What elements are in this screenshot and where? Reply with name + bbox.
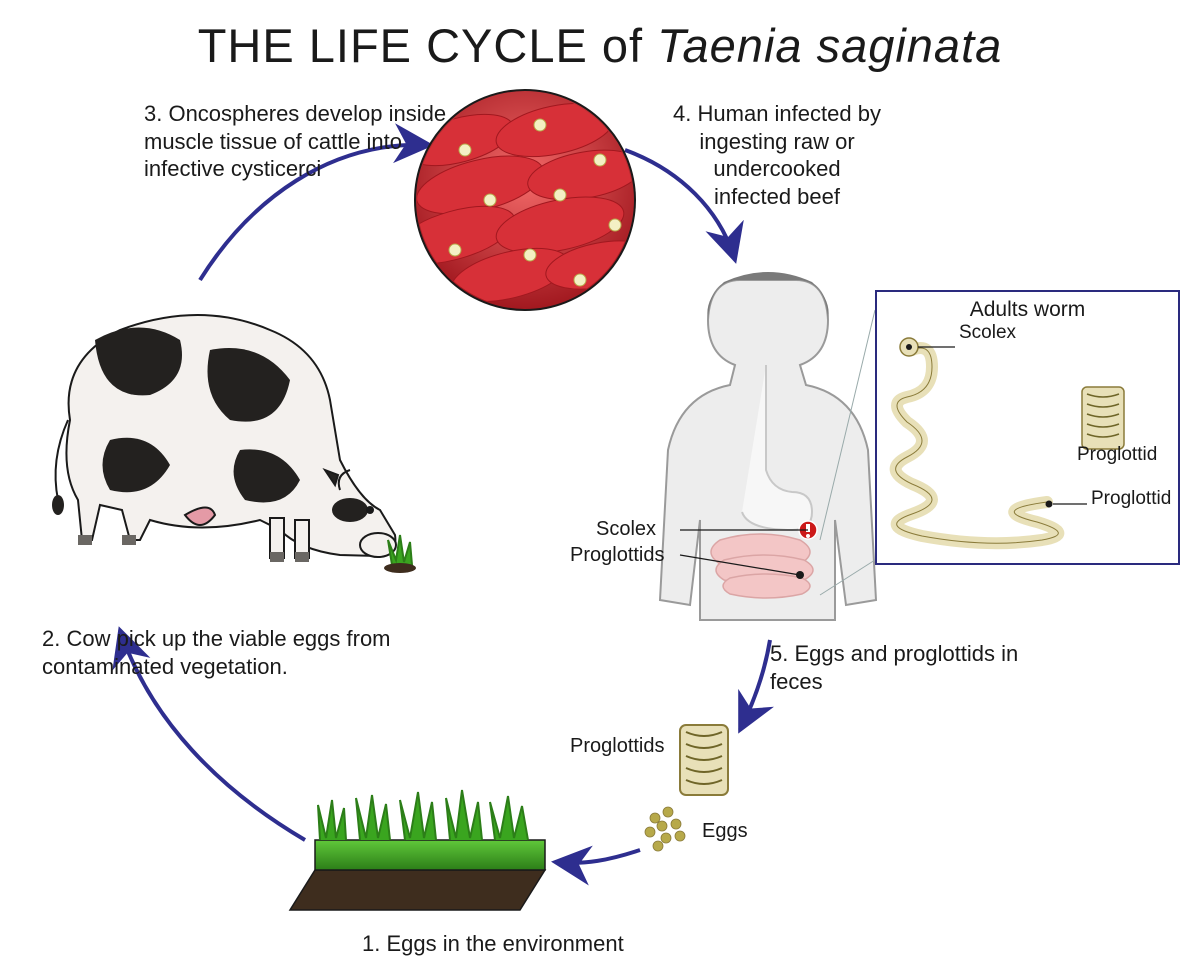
scolex-label: Scolex [596,518,656,541]
stage-1-label: 1. Eggs in the environment [362,930,662,958]
stage-4-label: 4. Human infected by ingesting raw or un… [672,100,882,210]
adult-worm-detail-box: Adults worm Scolex Proglottid Proglottid [875,290,1180,565]
cow-illustration [52,315,416,573]
arrow-human-to-feces [740,640,770,730]
stage-2-label: 2. Cow pick up the viable eggs from cont… [42,625,402,680]
human-illustration [660,272,876,620]
stage-3-label: 3. Oncospheres develop inside muscle tis… [144,100,464,183]
stage-5-label: 5. Eggs and proglottids in feces [770,640,1030,695]
arrow-feces-to-grass [555,850,640,863]
proglottids-feces-label: Proglottids [570,735,665,758]
detail-proglottid-top-label: Proglottid [1077,444,1157,466]
eggs-feces-label: Eggs [702,820,748,843]
detail-scolex-label: Scolex [959,322,1016,344]
proglottids-label: Proglottids [570,544,665,567]
detail-title: Adults worm [877,298,1178,322]
environment-illustration [290,790,545,910]
detail-proglottid-bottom-label: Proglottid [1091,488,1171,510]
